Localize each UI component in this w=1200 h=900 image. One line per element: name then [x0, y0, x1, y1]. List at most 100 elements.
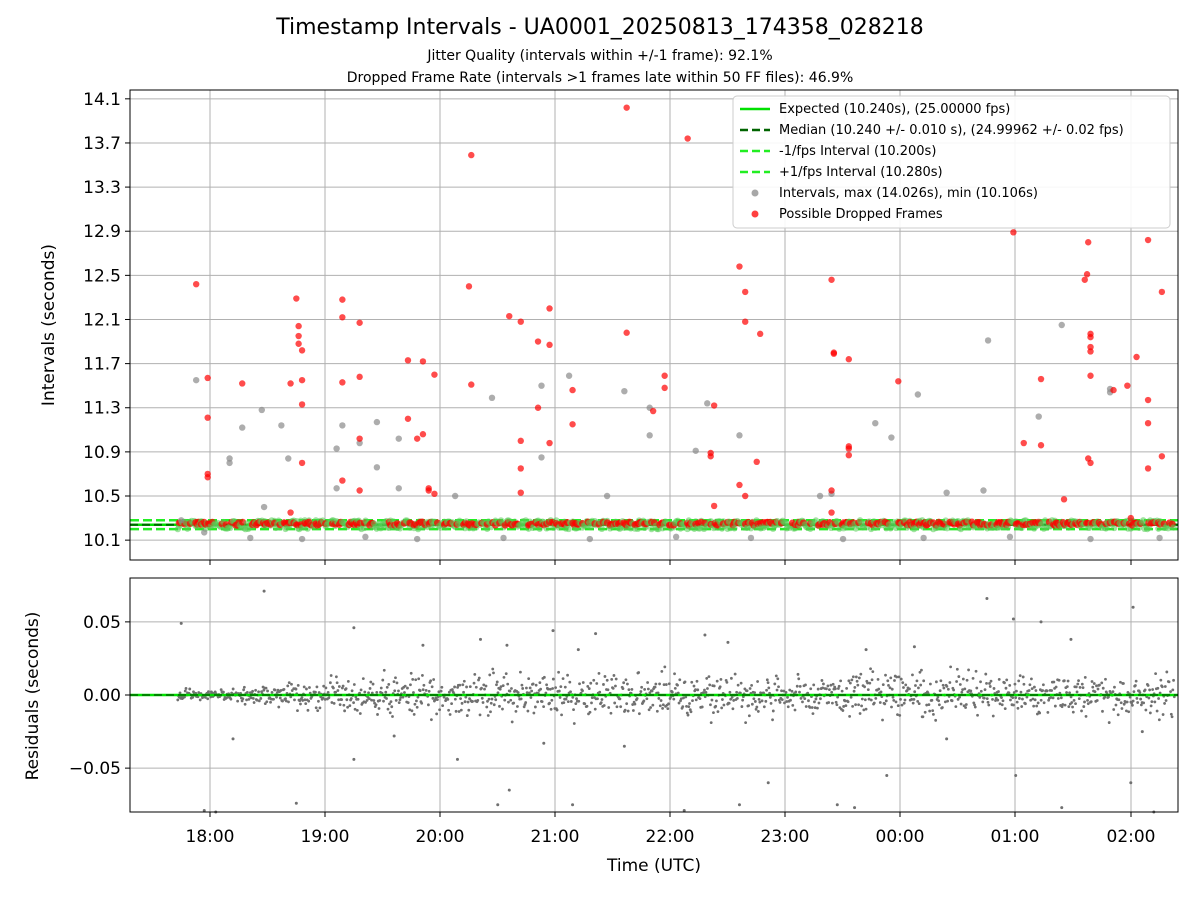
- residual-point: [1070, 701, 1074, 704]
- residual-point: [1153, 700, 1157, 704]
- residual-point: [337, 698, 341, 702]
- residual-point: [583, 702, 587, 706]
- dropped-frame-point: [287, 509, 294, 516]
- legend-entry: Intervals, max (14.026s), min (10.106s): [779, 186, 1038, 201]
- residual-point: [736, 683, 740, 687]
- residual-point: [481, 701, 485, 704]
- residual-point: [901, 681, 905, 685]
- residual-point: [872, 701, 876, 705]
- legend-entry: +1/fps Interval (10.280s): [779, 165, 943, 180]
- residual-point: [507, 700, 510, 704]
- residual-point: [382, 668, 386, 672]
- residual-point: [804, 705, 808, 708]
- residual-point: [398, 698, 402, 702]
- residual-point: [965, 678, 969, 682]
- residual-point: [415, 699, 418, 703]
- residual-point: [625, 702, 629, 706]
- top-y-tick-label: 11.3: [83, 399, 121, 419]
- x-tick-label: 00:00: [876, 827, 925, 847]
- residual-point: [735, 690, 739, 694]
- residual-point: [524, 701, 528, 704]
- dropped-frame-point: [736, 481, 743, 489]
- residual-point: [286, 684, 290, 688]
- dropped-frame-point: [845, 445, 853, 452]
- residual-point: [536, 700, 540, 704]
- residual-point: [381, 678, 385, 682]
- residual-point: [519, 697, 523, 701]
- residual-point: [1081, 686, 1085, 690]
- residual-point: [918, 670, 922, 674]
- residual-point: [415, 705, 419, 709]
- residual-point: [352, 757, 356, 761]
- residual-point: [293, 698, 296, 702]
- residual-point: [718, 685, 722, 689]
- residual-point: [236, 699, 240, 703]
- residual-point: [377, 707, 381, 710]
- residual-point: [403, 684, 407, 688]
- residual-point: [682, 809, 686, 813]
- residual-point: [1132, 690, 1136, 694]
- residual-point: [410, 709, 414, 713]
- residual-point: [581, 689, 584, 693]
- residual-point: [626, 709, 630, 713]
- residual-point: [222, 690, 225, 694]
- residual-point: [769, 702, 773, 705]
- interval-point: [736, 432, 743, 439]
- residual-point: [587, 687, 591, 690]
- residual-point: [967, 668, 970, 672]
- residual-point: [955, 680, 958, 683]
- residual-point: [506, 682, 510, 686]
- residual-point: [663, 665, 667, 669]
- residual-point: [855, 679, 859, 683]
- residual-point: [486, 699, 489, 703]
- residual-point: [408, 708, 412, 712]
- residual-point: [790, 689, 794, 693]
- residual-point: [592, 678, 596, 682]
- residual-point: [571, 803, 575, 807]
- residual-point: [1035, 712, 1039, 716]
- residual-point: [1154, 672, 1158, 676]
- residual-point: [887, 683, 890, 687]
- residual-point: [394, 699, 398, 702]
- residual-point: [441, 704, 445, 707]
- residual-point: [819, 697, 822, 701]
- residual-point: [314, 690, 317, 694]
- residual-point: [991, 698, 994, 701]
- residual-point: [613, 701, 617, 705]
- residual-point: [1031, 697, 1035, 701]
- residual-point: [899, 697, 902, 701]
- residual-point: [648, 691, 652, 695]
- residual-point: [986, 700, 990, 704]
- residual-point: [437, 690, 441, 694]
- residual-point: [473, 672, 477, 676]
- residual-point: [978, 695, 982, 699]
- residual-point: [1113, 685, 1116, 689]
- residual-point: [502, 675, 506, 679]
- residual-point: [910, 698, 914, 701]
- residual-point: [1112, 708, 1116, 711]
- residual-point: [1144, 708, 1148, 712]
- residual-point: [273, 688, 277, 692]
- residual-point: [653, 685, 657, 689]
- residual-point: [694, 688, 697, 691]
- residual-point: [1049, 696, 1053, 699]
- residual-point: [1032, 704, 1036, 708]
- dropped-frame-point: [339, 379, 346, 386]
- residual-point: [509, 698, 513, 702]
- legend-entry: Possible Dropped Frames: [779, 207, 943, 222]
- residual-point: [813, 700, 816, 704]
- residual-point: [765, 678, 769, 682]
- x-tick-label: 21:00: [531, 827, 580, 847]
- residual-point: [876, 678, 880, 681]
- residual-point: [913, 690, 917, 694]
- residual-point: [355, 708, 359, 712]
- interval-point: [451, 492, 459, 500]
- residual-point: [682, 696, 685, 700]
- residual-point: [562, 701, 566, 705]
- residual-point: [788, 688, 792, 692]
- residual-point: [457, 710, 461, 713]
- dropped-frame-point: [1144, 236, 1152, 244]
- residual-point: [809, 687, 813, 691]
- residual-point: [631, 703, 635, 706]
- residual-point: [371, 682, 375, 686]
